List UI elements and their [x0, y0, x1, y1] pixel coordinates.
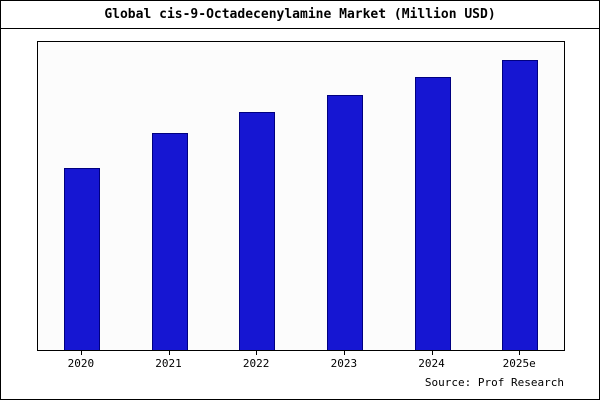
- bar: [151, 133, 188, 350]
- x-axis-ticks: [37, 351, 565, 356]
- bar: [502, 60, 539, 350]
- x-tick: [81, 351, 82, 355]
- x-tick-label: 2022: [242, 357, 270, 370]
- bars-layer: [38, 42, 564, 350]
- bar: [63, 168, 100, 350]
- x-tick-label: 2025e: [502, 357, 536, 370]
- x-tick-label: 2023: [330, 357, 358, 370]
- x-tick: [169, 351, 170, 355]
- x-tick-label: 2020: [67, 357, 95, 370]
- bar: [239, 112, 276, 350]
- x-tick: [344, 351, 345, 355]
- bar: [326, 95, 363, 350]
- x-tick-label: 2021: [155, 357, 182, 370]
- bar: [414, 77, 451, 350]
- source-credit: Source: Prof Research: [424, 376, 564, 389]
- x-axis-labels: 2020 2021 2022 2023 2024 2025e: [37, 357, 565, 373]
- x-tick: [432, 351, 433, 355]
- x-tick: [519, 351, 520, 355]
- plot-area: [37, 41, 565, 351]
- x-tick-label: 2024: [418, 357, 445, 370]
- x-tick: [256, 351, 257, 355]
- chart-title: Global cis-9-Octadecenylamine Market (Mi…: [1, 1, 599, 29]
